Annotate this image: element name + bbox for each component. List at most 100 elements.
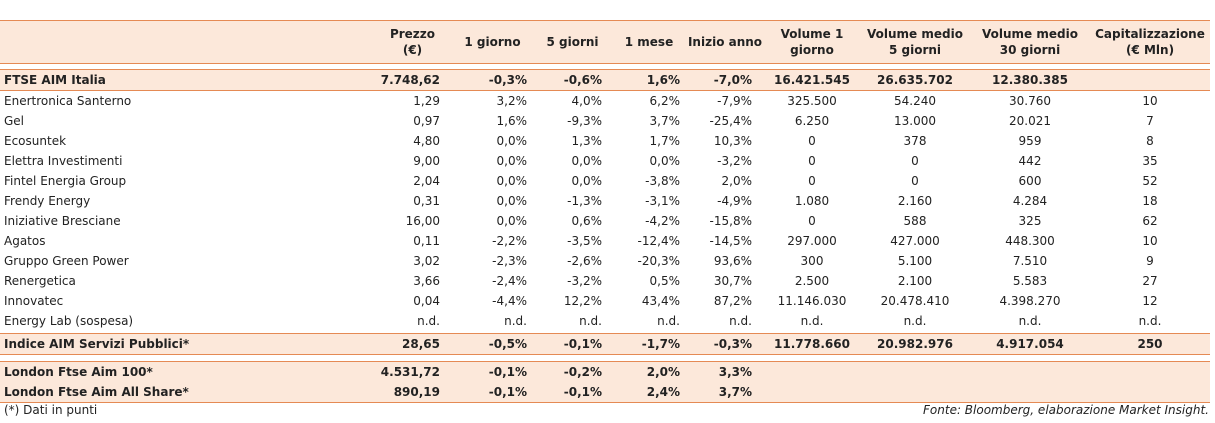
cell: 0,0% [496, 134, 528, 148]
cell: 1,6% [496, 114, 528, 128]
cell: 442 [1018, 154, 1042, 168]
cell: 20.982.976 [877, 337, 953, 351]
cell: 18 [1142, 194, 1158, 208]
header-cell: Volume medio 5 giorni [862, 21, 968, 63]
cell: 325.500 [787, 94, 837, 108]
table-row: Iniziative Bresciane 16,00 0,0% 0,6% -4,2% -1… [0, 211, 1210, 231]
cell: n.d. [1138, 314, 1162, 328]
rule [0, 90, 1210, 91]
cell: -2,3% [492, 254, 527, 268]
header-cell: Prezzo (€) [375, 21, 450, 63]
header-text: 30 giorni [999, 43, 1061, 57]
cell: 3,2% [496, 94, 528, 108]
cell: -1,7% [641, 337, 680, 351]
cell: 2.500 [794, 274, 830, 288]
cell: 10,3% [713, 134, 752, 148]
cell: 1,6% [646, 73, 680, 87]
cell: 0,0% [649, 154, 681, 168]
cell: 2,4% [646, 385, 680, 399]
cell: Elettra Investimenti [4, 154, 123, 168]
cell: 2,0% [721, 174, 753, 188]
cell: Frendy Energy [4, 194, 91, 208]
cell: Fintel Energia Group [4, 174, 127, 188]
cell: -4,2% [645, 214, 680, 228]
cell: 1.080 [794, 194, 830, 208]
cell: -20,3% [637, 254, 680, 268]
cell: Indice AIM Servizi Pubblici* [4, 337, 190, 351]
header-text: 1 giorno [464, 35, 521, 49]
cell: -0,1% [563, 337, 602, 351]
cell: 0 [808, 134, 816, 148]
cell: 26.635.702 [877, 73, 953, 87]
cell: 13.000 [894, 114, 936, 128]
cell: 7.748,62 [380, 73, 440, 87]
cell: 0,5% [649, 274, 681, 288]
table-row: Gruppo Green Power 3,02 -2,3% -2,6% -20,3% 93… [0, 251, 1210, 271]
cell: London Ftse Aim 100* [4, 365, 153, 379]
header-cell: 1 mese [610, 21, 688, 63]
header-text: (€ Mln) [1125, 43, 1175, 57]
cell: 448.300 [1005, 234, 1055, 248]
header-text: Volume medio [867, 27, 963, 41]
cell: 30,7% [713, 274, 752, 288]
cell: 9,00 [413, 154, 440, 168]
cell: 0,0% [571, 174, 603, 188]
rule [0, 69, 1210, 70]
cell: 600 [1018, 174, 1042, 188]
table-row: Innovatec 0,04 -4,4% 12,2% 43,4% 87,2% 11.146.… [0, 291, 1210, 311]
table-row: Elettra Investimenti 9,00 0,0% 0,0% 0,0% -3,2… [0, 151, 1210, 171]
table-row: Ecosuntek 4,80 0,0% 1,3% 1,7% 10,3% 0 378 959 8 [0, 131, 1210, 151]
header-text: 1 mese [624, 35, 674, 49]
cell: Gel [4, 114, 25, 128]
cell: n.d. [729, 314, 752, 328]
header-cell: Inizio anno [688, 21, 762, 63]
cell: 12,2% [563, 294, 602, 308]
table-row: London Ftse Aim All Share* 890,19 -0,1% -0,… [0, 382, 1210, 402]
cell: n.d. [903, 314, 927, 328]
cell: 10 [1142, 94, 1158, 108]
cell: -0,1% [488, 385, 527, 399]
cell: 1,3% [571, 134, 603, 148]
table-row: Frendy Energy 0,31 0,0% -1,3% -3,1% -4,9% 1.08… [0, 191, 1210, 211]
header-text: Inizio anno [687, 35, 763, 49]
cell: 0,6% [571, 214, 603, 228]
cell: Iniziative Bresciane [4, 214, 121, 228]
cell: 0 [911, 154, 919, 168]
header-text: Volume 1 [780, 27, 844, 41]
cell: -3,8% [645, 174, 680, 188]
header-cell: Volume medio 30 giorni [968, 21, 1092, 63]
cell: 3,02 [413, 254, 440, 268]
cell: 0 [808, 154, 816, 168]
table-row: London Ftse Aim 100* 4.531,72 -0,1% -0,2% 2,… [0, 362, 1210, 382]
cell: 0,31 [413, 194, 440, 208]
cell: 300 [800, 254, 824, 268]
cell: 62 [1142, 214, 1158, 228]
cell: -4,9% [717, 194, 752, 208]
cell: 0 [808, 214, 816, 228]
cell: -14,5% [709, 234, 752, 248]
cell: 35 [1142, 154, 1158, 168]
cell: -25,4% [709, 114, 752, 128]
cell: 1,7% [649, 134, 681, 148]
cell: -0,2% [563, 365, 602, 379]
cell: 325 [1018, 214, 1042, 228]
cell: 20.021 [1009, 114, 1051, 128]
header-row: Prezzo (€) 1 giorno 5 giorni 1 mese Inizio an… [0, 21, 1210, 63]
cell: 378 [903, 134, 927, 148]
cell: 0,97 [413, 114, 440, 128]
cell: -12,4% [637, 234, 680, 248]
cell: -2,4% [492, 274, 527, 288]
header-cell: 5 giorni [535, 21, 610, 63]
cell: -15,8% [709, 214, 752, 228]
cell: 0 [808, 174, 816, 188]
cell: 0,0% [496, 154, 528, 168]
cell: -0,1% [563, 385, 602, 399]
table-row: Energy Lab (sospesa) n.d. n.d. n.d. n.d. n.d.… [0, 311, 1210, 331]
cell: 2.160 [897, 194, 933, 208]
cell: 30.760 [1009, 94, 1051, 108]
cell: 93,6% [713, 254, 752, 268]
header-text: Volume medio [982, 27, 1078, 41]
table-row: Renergetica 3,66 -2,4% -3,2% 0,5% 30,7% 2.500 2… [0, 271, 1210, 291]
rule [0, 354, 1210, 355]
cell: 8 [1146, 134, 1154, 148]
